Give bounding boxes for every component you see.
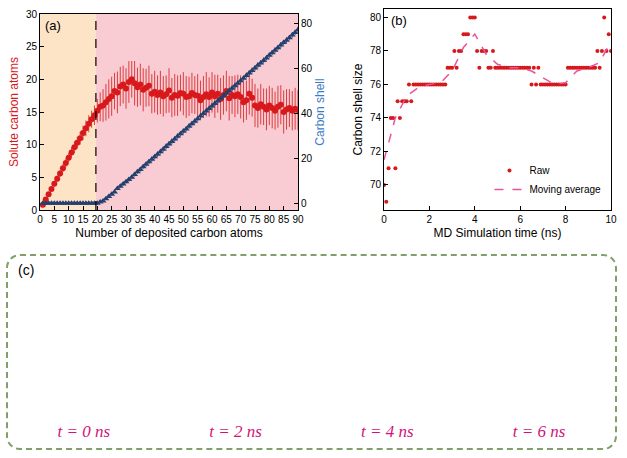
svg-text:60: 60 bbox=[206, 214, 218, 225]
svg-text:90: 90 bbox=[292, 214, 304, 225]
svg-text:74: 74 bbox=[370, 112, 382, 123]
svg-text:20: 20 bbox=[301, 153, 313, 164]
svg-text:0: 0 bbox=[31, 205, 37, 216]
svg-text:55: 55 bbox=[192, 214, 204, 225]
svg-text:25: 25 bbox=[106, 214, 118, 225]
html-text:t = 6 ns: t = 6 ns bbox=[512, 422, 566, 441]
svg-text:70: 70 bbox=[370, 179, 382, 190]
svg-text:(b): (b) bbox=[391, 13, 407, 28]
svg-text:10: 10 bbox=[26, 139, 38, 150]
svg-text:65: 65 bbox=[221, 214, 233, 225]
svg-text:Carbon shell size: Carbon shell size bbox=[351, 63, 365, 155]
svg-text:85: 85 bbox=[278, 214, 290, 225]
svg-text:Number of deposited carbon ato: Number of deposited carbon atoms bbox=[75, 226, 262, 240]
html-text:t = 0 ns: t = 0 ns bbox=[57, 422, 111, 441]
svg-text:72: 72 bbox=[370, 146, 382, 157]
html-text:t = 4 ns: t = 4 ns bbox=[361, 422, 414, 441]
svg-text:35: 35 bbox=[135, 214, 147, 225]
svg-text:15: 15 bbox=[26, 107, 38, 118]
svg-text:0: 0 bbox=[37, 214, 43, 225]
svg-text:30: 30 bbox=[26, 9, 38, 20]
svg-text:45: 45 bbox=[163, 214, 175, 225]
svg-text:MD Simulation time (ns): MD Simulation time (ns) bbox=[433, 226, 561, 240]
svg-text:20: 20 bbox=[26, 74, 38, 85]
svg-text:0: 0 bbox=[301, 198, 307, 209]
svg-text:15: 15 bbox=[77, 214, 89, 225]
svg-text:75: 75 bbox=[249, 214, 261, 225]
html-text:t = 2 ns: t = 2 ns bbox=[209, 422, 262, 441]
svg-text:60: 60 bbox=[301, 63, 313, 74]
html-text:(c): (c) bbox=[18, 262, 35, 278]
svg-text:6: 6 bbox=[517, 214, 523, 225]
svg-text:25: 25 bbox=[26, 41, 38, 52]
svg-text:80: 80 bbox=[370, 12, 382, 23]
svg-text:78: 78 bbox=[370, 45, 382, 56]
svg-text:Solute carbon atoms: Solute carbon atoms bbox=[7, 57, 21, 167]
svg-text:30: 30 bbox=[120, 214, 132, 225]
svg-text:8: 8 bbox=[563, 214, 569, 225]
svg-text:50: 50 bbox=[178, 214, 190, 225]
svg-text:Moving average: Moving average bbox=[529, 184, 601, 195]
svg-text:Carbon shell: Carbon shell bbox=[313, 78, 327, 145]
svg-text:40: 40 bbox=[149, 214, 161, 225]
svg-text:0: 0 bbox=[381, 214, 387, 225]
svg-text:70: 70 bbox=[235, 214, 247, 225]
svg-text:(a): (a) bbox=[45, 18, 61, 33]
svg-text:20: 20 bbox=[92, 214, 104, 225]
svg-text:2: 2 bbox=[427, 214, 433, 225]
svg-text:40: 40 bbox=[301, 108, 313, 119]
svg-text:10: 10 bbox=[605, 214, 617, 225]
svg-text:5: 5 bbox=[52, 214, 58, 225]
svg-text:80: 80 bbox=[301, 18, 313, 29]
svg-text:10: 10 bbox=[63, 214, 75, 225]
svg-text:5: 5 bbox=[31, 172, 37, 183]
svg-text:80: 80 bbox=[264, 214, 276, 225]
svg-text:4: 4 bbox=[472, 214, 478, 225]
svg-text:76: 76 bbox=[370, 79, 382, 90]
svg-text:Raw: Raw bbox=[529, 165, 550, 176]
